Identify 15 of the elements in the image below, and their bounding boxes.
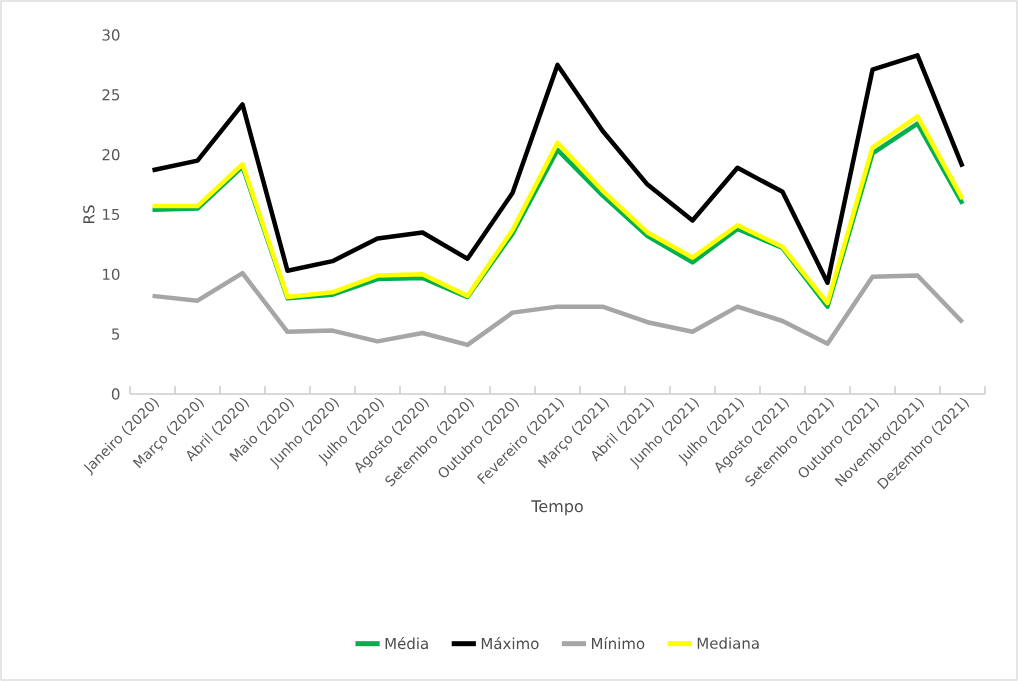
- y-tick-label: 15: [103, 208, 120, 221]
- y-tick-label: 5: [112, 328, 120, 340]
- y-tick-label: 20: [102, 148, 120, 161]
- legend-label: Mínimo: [592, 636, 645, 650]
- line-series: [150, 53, 965, 285]
- legend-label: Média: [385, 636, 428, 650]
- legend-label: Máximo: [481, 636, 539, 650]
- y-axis-title: RS: [83, 205, 95, 223]
- y-tick-label: 10: [103, 268, 120, 281]
- line-series: [150, 270, 965, 348]
- y-tick-label: 25: [102, 89, 120, 101]
- y-tick-label: 30: [102, 29, 120, 41]
- legend-label: Mediana: [697, 637, 759, 649]
- y-tick-label: 0: [111, 388, 120, 400]
- x-axis-title: Tempo: [531, 500, 583, 516]
